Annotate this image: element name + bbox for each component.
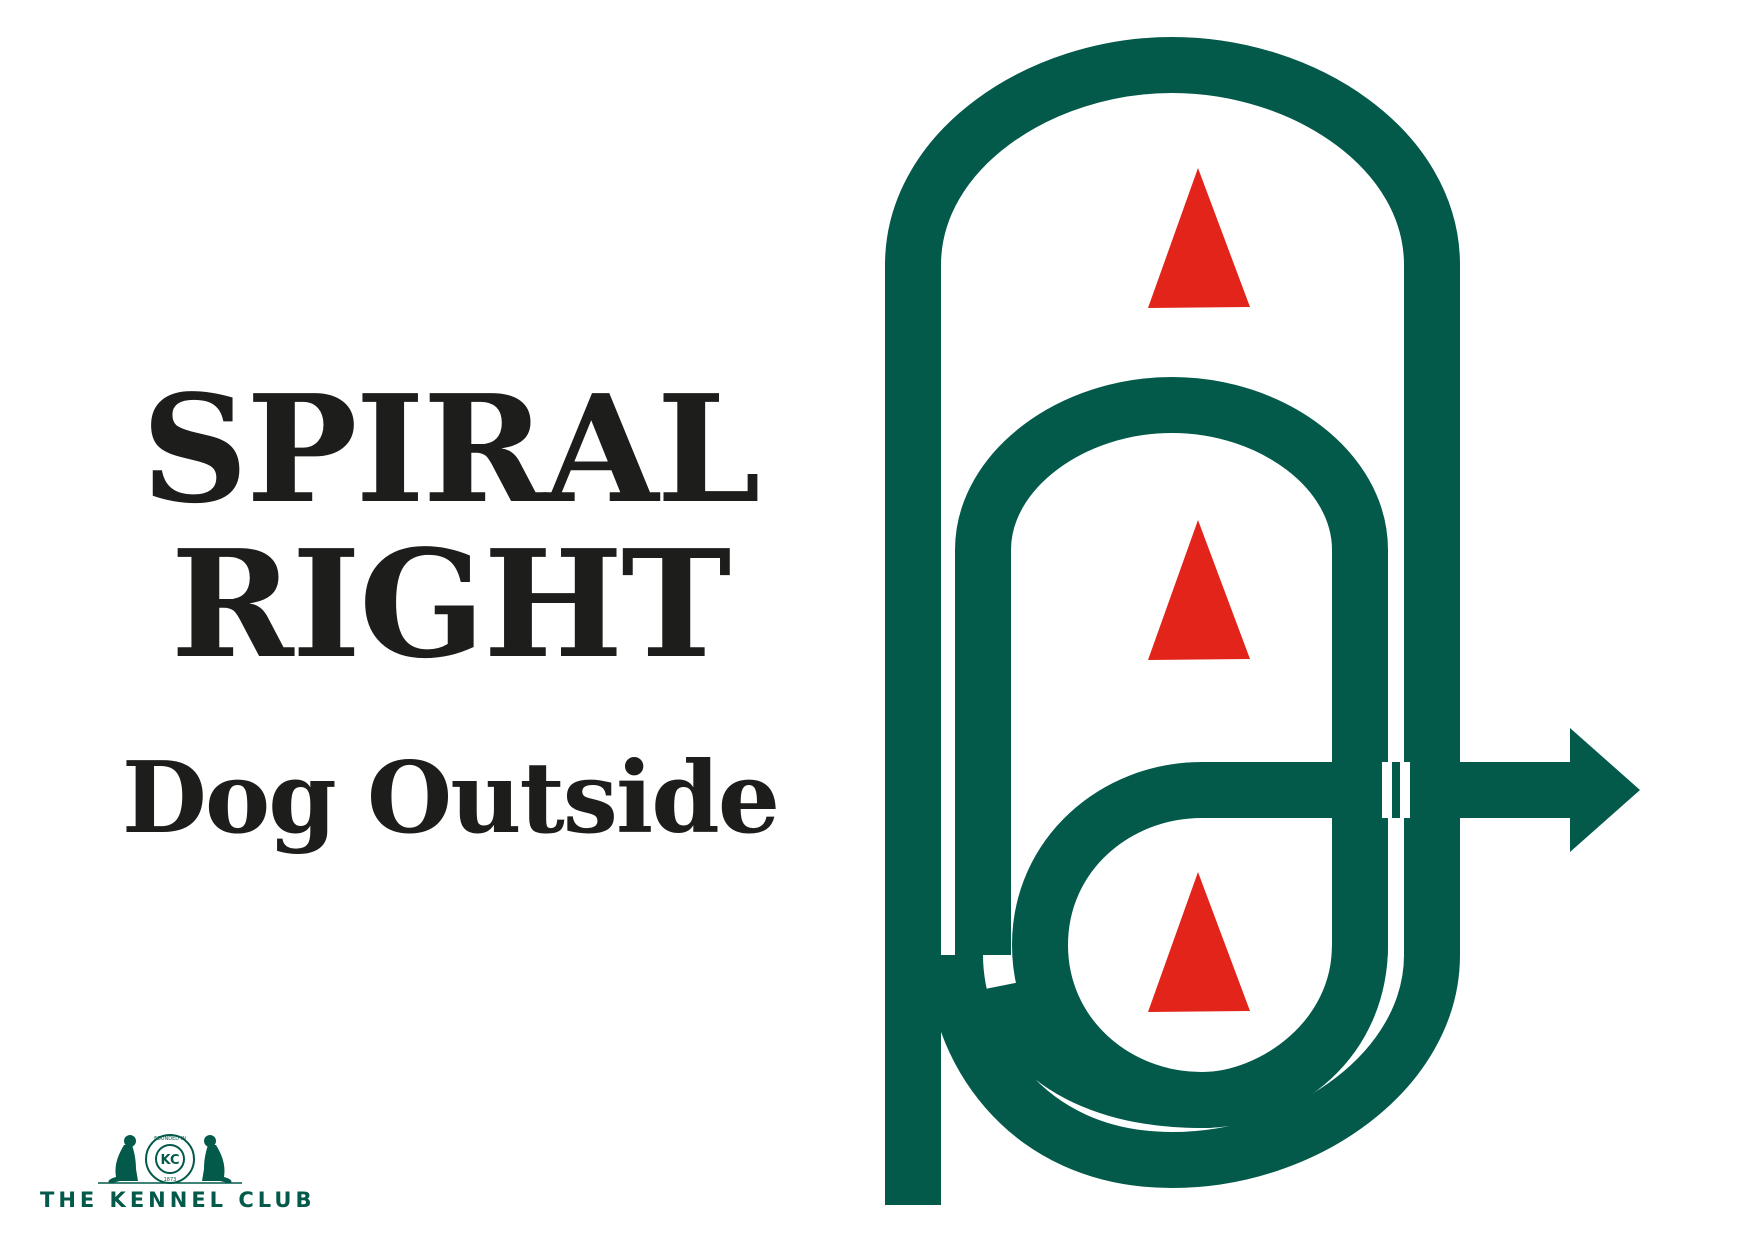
- title-line-1: SPIRAL: [141, 362, 760, 536]
- arrow-right-icon: [1570, 728, 1640, 852]
- inner-track: [1011, 762, 1570, 1129]
- logo-wordmark: THE KENNEL CLUB: [40, 1188, 316, 1212]
- cone-icon: [1148, 520, 1250, 660]
- cone-icon: [1148, 872, 1250, 1012]
- badge-year: 1873: [164, 1177, 177, 1183]
- badge-ring-text: FOUNDED IN: [154, 1136, 186, 1142]
- title-line-2: RIGHT: [170, 517, 732, 691]
- cone-icon: [1148, 168, 1250, 308]
- outer-track: [885, 36, 1460, 1205]
- dog-icon: [202, 1135, 232, 1183]
- kc-badge: KC FOUNDED IN 1873: [145, 1134, 195, 1184]
- dog-icon: [108, 1135, 138, 1183]
- subtitle: Dog Outside: [121, 741, 780, 856]
- kennel-club-logo: KC FOUNDED IN 1873: [98, 1134, 242, 1184]
- track-gaps: [1382, 762, 1410, 818]
- badge-initials: KC: [160, 1153, 179, 1168]
